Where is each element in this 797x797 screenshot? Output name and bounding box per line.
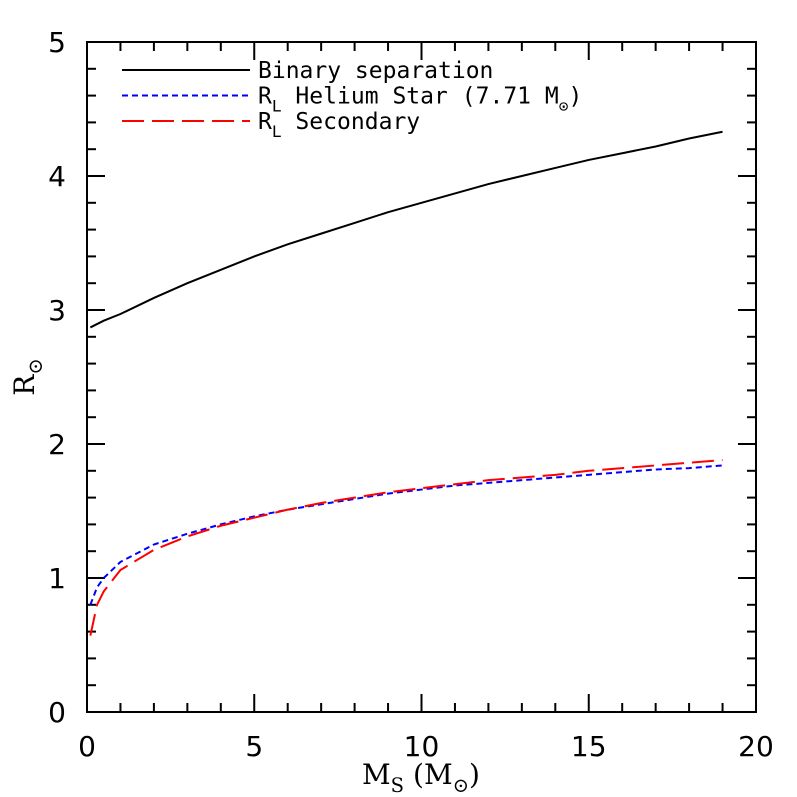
x-tick-label: 10 [404,730,440,763]
x-tick-label: 15 [571,730,607,763]
y-tick-label: 4 [48,160,66,193]
y-tick-label: 5 [48,26,66,59]
x-tick-label: 0 [78,730,96,763]
y-tick-label: 1 [48,562,66,595]
y-tick-label: 3 [48,294,66,327]
y-tick-label: 0 [48,696,66,729]
legend-label: RL Helium Star (7.71 M⊙) [258,84,582,116]
series-line [89,130,723,329]
x-tick-label: 20 [738,730,774,763]
legend-label: RL Secondary [258,109,420,141]
legend-label: Binary separation [258,58,493,84]
x-axis-label: MS (M⊙) [362,758,480,797]
plot-frame [86,41,757,713]
x-tick-label: 5 [245,730,263,763]
y-tick-label: 2 [48,428,66,461]
y-axis-label: R⊙ [8,358,47,396]
series-line [89,459,723,636]
series-line [89,464,723,606]
